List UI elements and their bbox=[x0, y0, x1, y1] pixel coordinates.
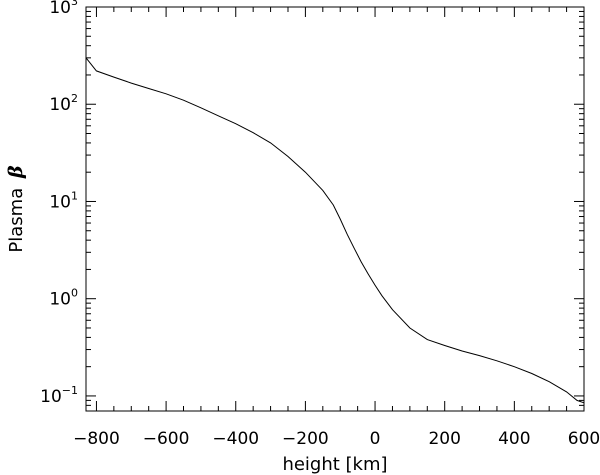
x-tick-label: −800 bbox=[73, 429, 120, 449]
y-tick-label: 100 bbox=[49, 287, 78, 310]
svg-text:Plasma β: Plasma β bbox=[5, 165, 27, 253]
x-tick-label: 0 bbox=[370, 429, 381, 449]
plot-frame bbox=[85, 6, 585, 412]
axis-ticks bbox=[86, 6, 585, 411]
x-tick-label: 600 bbox=[568, 429, 600, 449]
x-tick-label: 200 bbox=[428, 429, 460, 449]
y-tick-label: 102 bbox=[49, 92, 78, 115]
y-axis-title-text: Plasma bbox=[6, 188, 27, 253]
x-tick-label: −400 bbox=[212, 429, 259, 449]
series-line-plasma-beta bbox=[85, 57, 585, 404]
y-axis-title-symbol: β bbox=[5, 165, 27, 179]
y-tick-label: 103 bbox=[49, 0, 78, 18]
y-axis-title: Plasma β bbox=[5, 165, 27, 253]
x-axis-title: height [km] bbox=[282, 454, 387, 475]
x-tick-label: −200 bbox=[282, 429, 329, 449]
y-tick-label: 101 bbox=[49, 189, 78, 212]
x-tick-label: −600 bbox=[143, 429, 190, 449]
x-tick-labels: −800 −600 −400 −200 0 200 400 600 bbox=[73, 429, 600, 449]
y-tick-labels: 10−1 100 101 102 103 bbox=[40, 0, 78, 407]
y-tick-label: 10−1 bbox=[40, 384, 78, 407]
x-tick-label: 400 bbox=[498, 429, 530, 449]
